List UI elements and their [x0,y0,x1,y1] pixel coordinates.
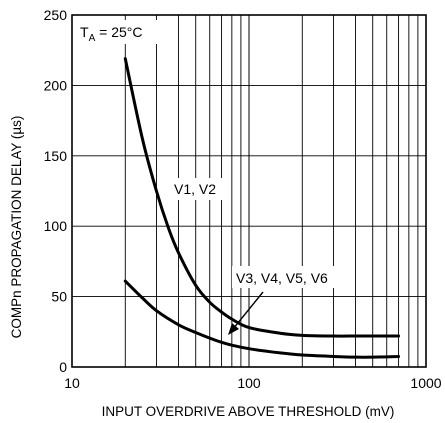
grid-lines [72,15,426,367]
x-axis-label: INPUT OVERDRIVE ABOVE THRESHOLD (mV) [102,404,395,419]
y-tick-label: 0 [59,359,67,375]
series-line-v1-v2 [123,57,401,338]
x-tick-label: 10 [64,375,80,391]
y-tick-label: 150 [44,148,68,164]
temperature-annotation: TA = 25°C [80,24,142,44]
plot-frame [71,14,427,368]
y-tick-label: 50 [51,289,67,305]
y-tick-label: 250 [44,7,68,23]
series-label-v3-v6-background [232,266,348,288]
temperature-annotation-sub: A [89,33,96,44]
y-axis-label: COMPn PROPAGATION DELAY (µs) [9,116,24,339]
x-tick-label: 1000 [410,375,441,391]
series-label-v1-v2: V1, V2 [174,181,216,197]
temperature-annotation-rest: = 25°C [95,24,142,40]
annotation-arrow-head [228,323,239,335]
y-tick-label: 100 [44,218,68,234]
tick-labels: 0 50 100 150 200 250 10 100 1000 [44,7,442,391]
temperature-annotation-background [76,20,162,44]
x-tick-label: 100 [237,375,261,391]
curves [123,57,401,359]
series-line-v3-v4-v5-v6 [123,279,401,359]
series-label-v3-v4-v5-v6: V3, V4, V5, V6 [236,270,328,286]
temperature-annotation-t: T [80,24,89,40]
y-tick-label: 200 [44,77,68,93]
annotation-arrow-line [232,291,264,330]
series-label-v1v2-background [170,178,228,200]
